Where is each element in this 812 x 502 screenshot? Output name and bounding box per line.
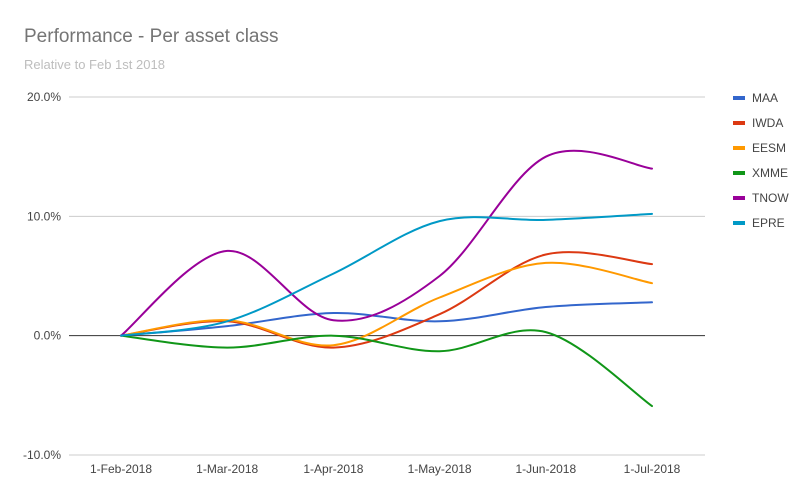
y-tick-label: 10.0% (27, 209, 61, 223)
series-line-maa (120, 301, 653, 337)
legend-swatch-eesm (733, 146, 745, 150)
legend-swatch-maa (733, 96, 745, 100)
chart-subtitle: Relative to Feb 1st 2018 (24, 57, 165, 72)
series-line-tnow (120, 149, 653, 337)
chart-title: Performance - Per asset class (24, 26, 279, 47)
gridlines (69, 96, 705, 456)
legend-label-eesm: EESM (752, 141, 786, 155)
legend: MAA IWDA EESM XMME TNOW EPRE (733, 91, 789, 230)
y-tick-label: 20.0% (27, 90, 61, 104)
series-lines (120, 149, 653, 408)
x-tick-label: 1-Mar-2018 (196, 462, 258, 476)
series-line-xmme (120, 329, 653, 408)
x-tick-label: 1-May-2018 (408, 462, 472, 476)
y-tick-label: 0.0% (34, 329, 62, 343)
legend-swatch-tnow (733, 196, 745, 200)
x-tick-label: 1-Jul-2018 (624, 462, 681, 476)
x-tick-label: 1-Feb-2018 (90, 462, 152, 476)
legend-label-tnow: TNOW (752, 191, 789, 205)
legend-label-xmme: XMME (752, 166, 788, 180)
series-line-iwda (120, 251, 653, 349)
series-line-epre (120, 212, 653, 337)
legend-label-iwda: IWDA (752, 116, 783, 130)
series-line-eesm (120, 261, 653, 347)
axes: -10.0% 0.0% 10.0% 20.0% 1-Feb-2018 1-Mar-2018… (23, 90, 681, 476)
x-tick-label: 1-Apr-2018 (303, 462, 363, 476)
legend-label-epre: EPRE (752, 216, 785, 230)
legend-swatch-epre (733, 221, 745, 225)
legend-swatch-xmme (733, 171, 745, 175)
legend-swatch-iwda (733, 121, 745, 125)
x-tick-label: 1-Jun-2018 (515, 462, 576, 476)
legend-label-maa: MAA (752, 91, 778, 105)
y-tick-label: -10.0% (23, 448, 61, 462)
